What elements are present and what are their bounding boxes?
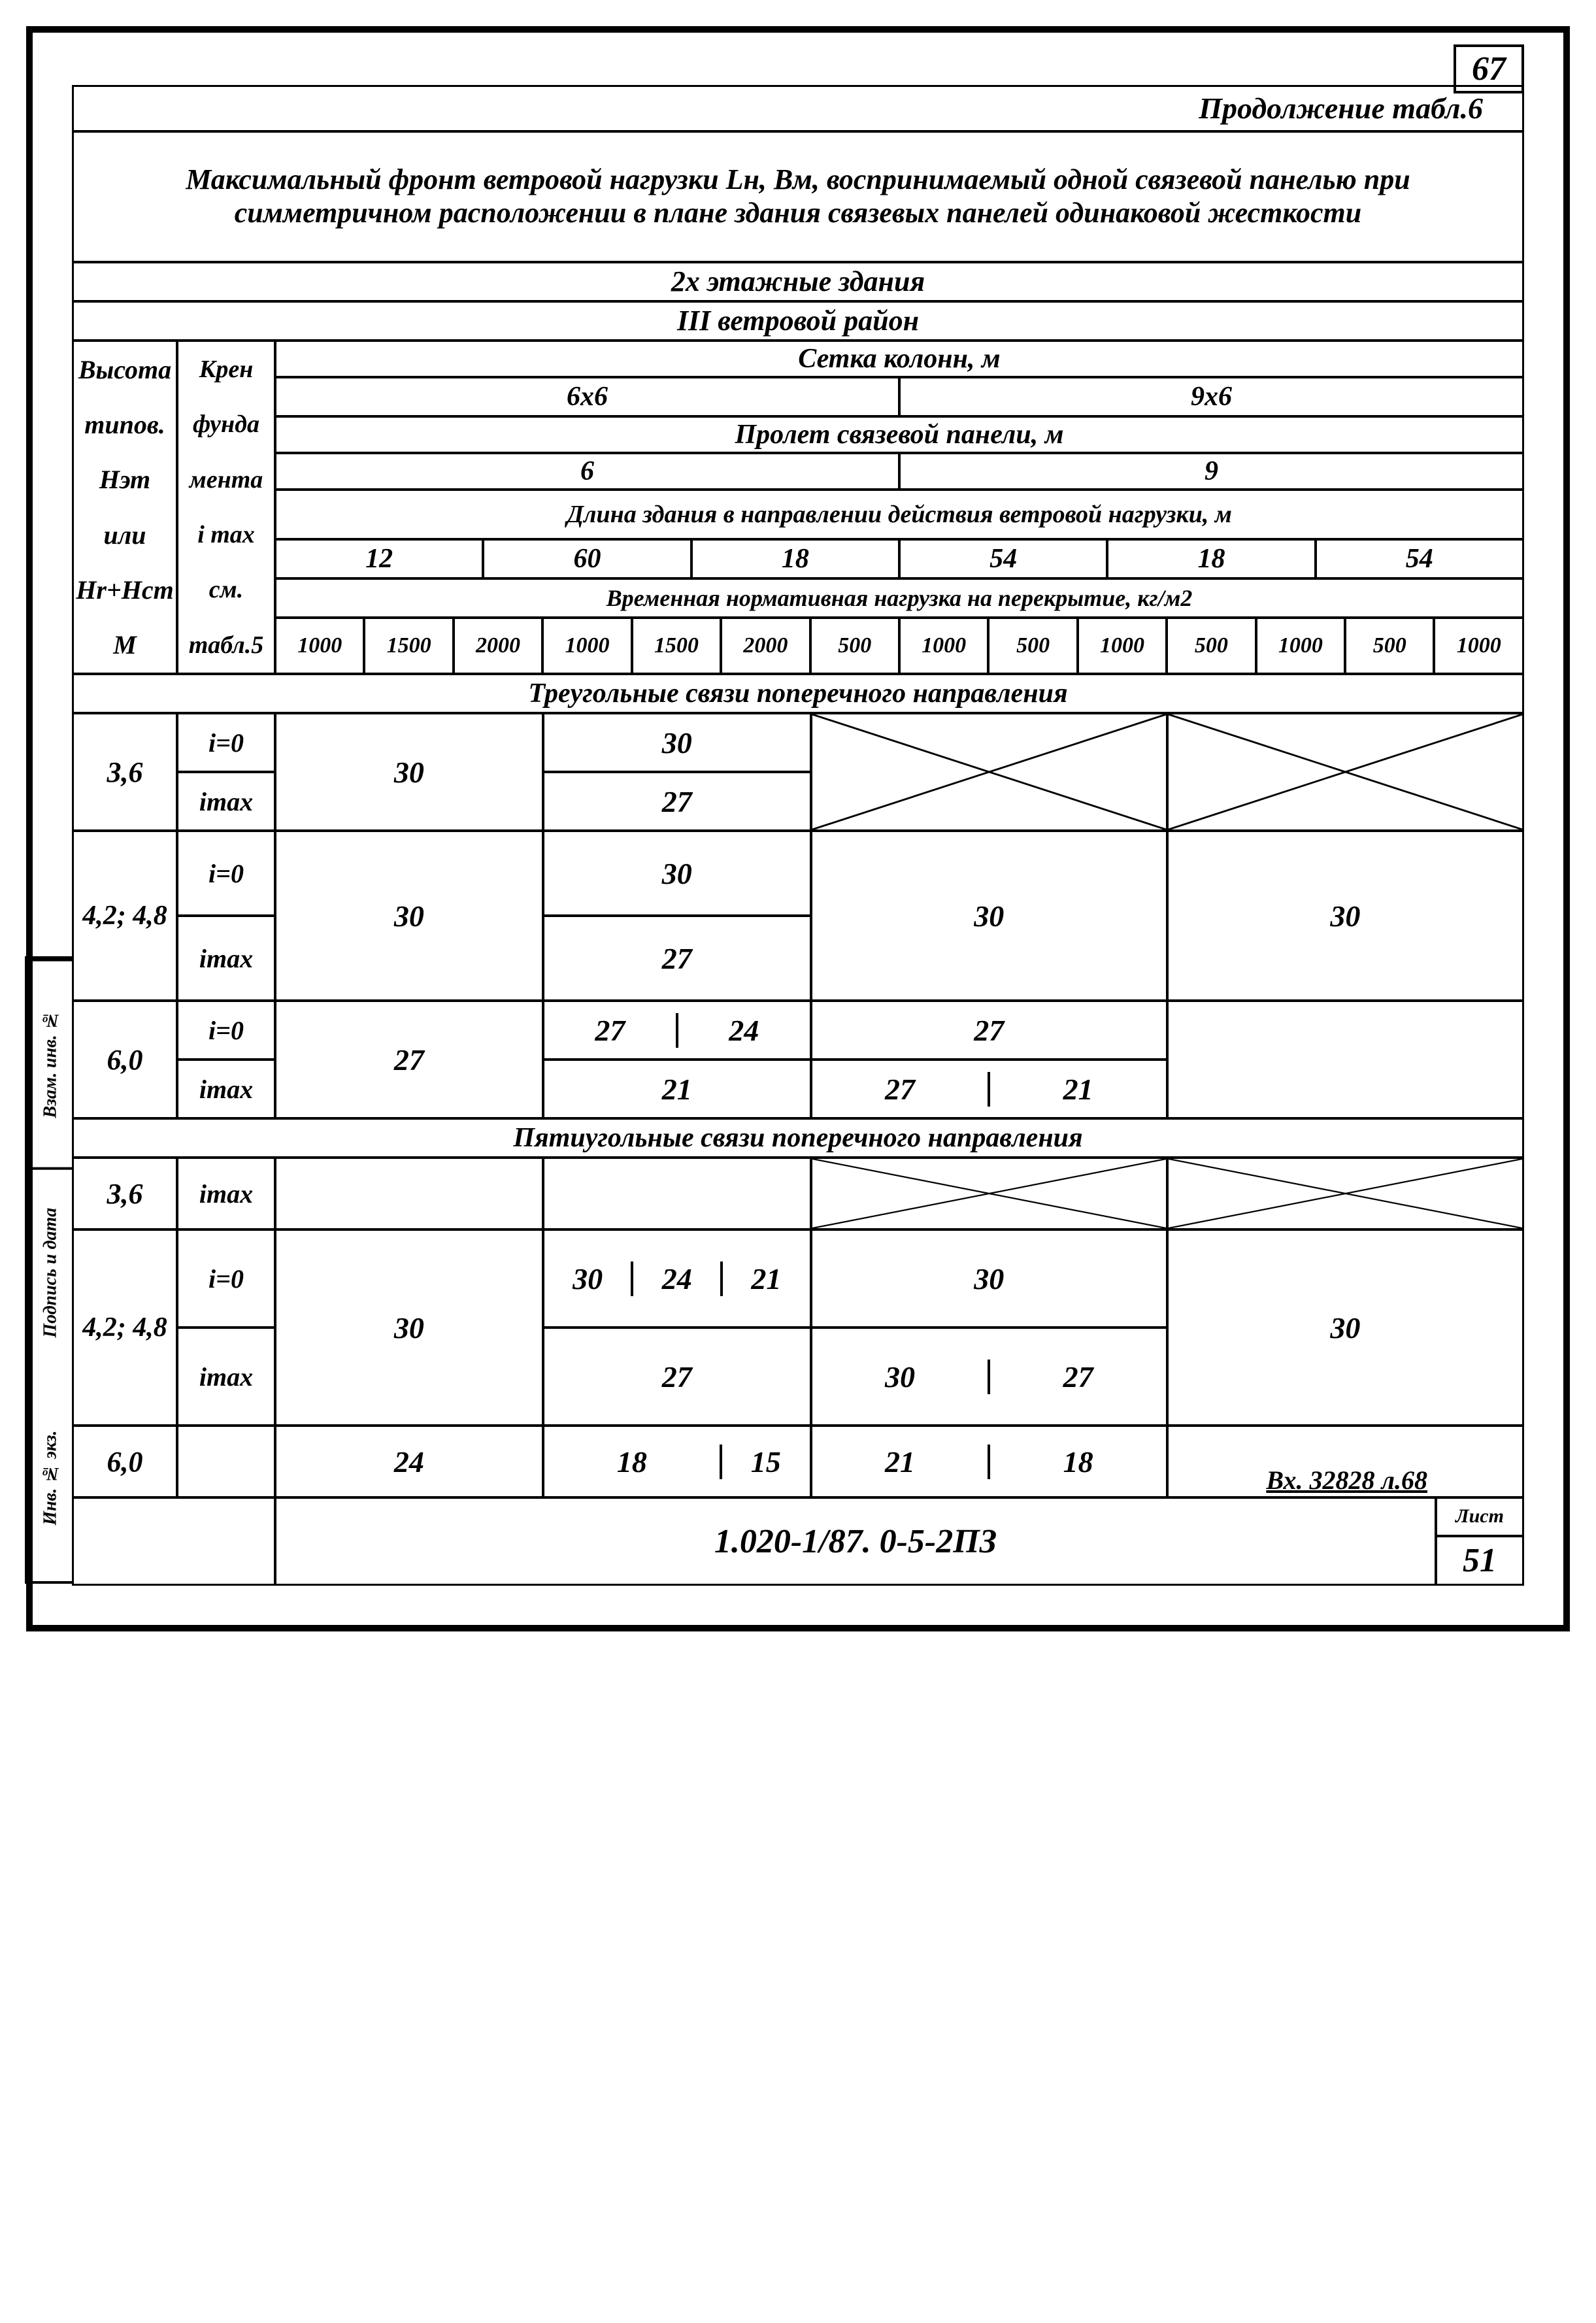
- page-frame: 67 Продолжение табл.6 Максимальный фронт…: [26, 26, 1570, 1631]
- side-label: Подпись и дата: [27, 1167, 74, 1376]
- wind-row: III ветровой район: [74, 303, 1522, 339]
- data-row: 6,0 i=0 imax 27 27 24 21 27: [74, 1002, 1522, 1120]
- cross-icon: [812, 1159, 1166, 1228]
- stamp-sidebar: Взам. инв. № Подпись и дата Инв. № экз.: [25, 956, 74, 1584]
- section2-title: Пятиугольные связи поперечного направлен…: [74, 1120, 1522, 1156]
- drawing-code: 1.020-1/87. 0-5-2ПЗ: [276, 1499, 1437, 1584]
- col2-header: Крен фунда мента i max см. табл.5: [178, 342, 276, 673]
- data-row: 3,6 imax: [74, 1159, 1522, 1231]
- cross-icon: [1169, 1159, 1522, 1228]
- data-row: 4,2; 4,8 i=0 imax 30 30 24 21 27: [74, 1231, 1522, 1427]
- page-number-top: 67: [1454, 44, 1524, 93]
- data-row: 4,2; 4,8 i=0 imax 30 30 27 30 30: [74, 832, 1522, 1002]
- title-main: Максимальный фронт ветровой нагрузки Lн,…: [74, 133, 1522, 261]
- section1-title: Треугольные связи поперечного направлени…: [74, 675, 1522, 712]
- sheet-number: 51: [1437, 1537, 1522, 1584]
- col1-header: Высота типов. Нэт или Нr+Hст М: [74, 342, 178, 673]
- side-label: Инв. № экз.: [27, 1375, 74, 1581]
- side-label: Взам. инв. №: [27, 959, 74, 1167]
- drawing-frame: 67 Продолжение табл.6 Максимальный фронт…: [72, 85, 1524, 1586]
- title-block: 1.020-1/87. 0-5-2ПЗ Лист 51: [74, 1499, 1522, 1584]
- cross-icon: [1169, 714, 1522, 829]
- data-row: 3,6 i=0 imax 30 30 27: [74, 714, 1522, 832]
- cross-icon: [812, 714, 1166, 829]
- header-grid: Сетка колонн, м 6x6 9x6 Пролет связевой …: [276, 342, 1522, 673]
- continuation-label: Продолжение табл.6: [74, 87, 1522, 130]
- sheet-label: Лист: [1437, 1499, 1522, 1537]
- reference-note: Вх. 32828 л.68: [1266, 1465, 1427, 1496]
- floors-row: 2х этажные здания: [74, 263, 1522, 300]
